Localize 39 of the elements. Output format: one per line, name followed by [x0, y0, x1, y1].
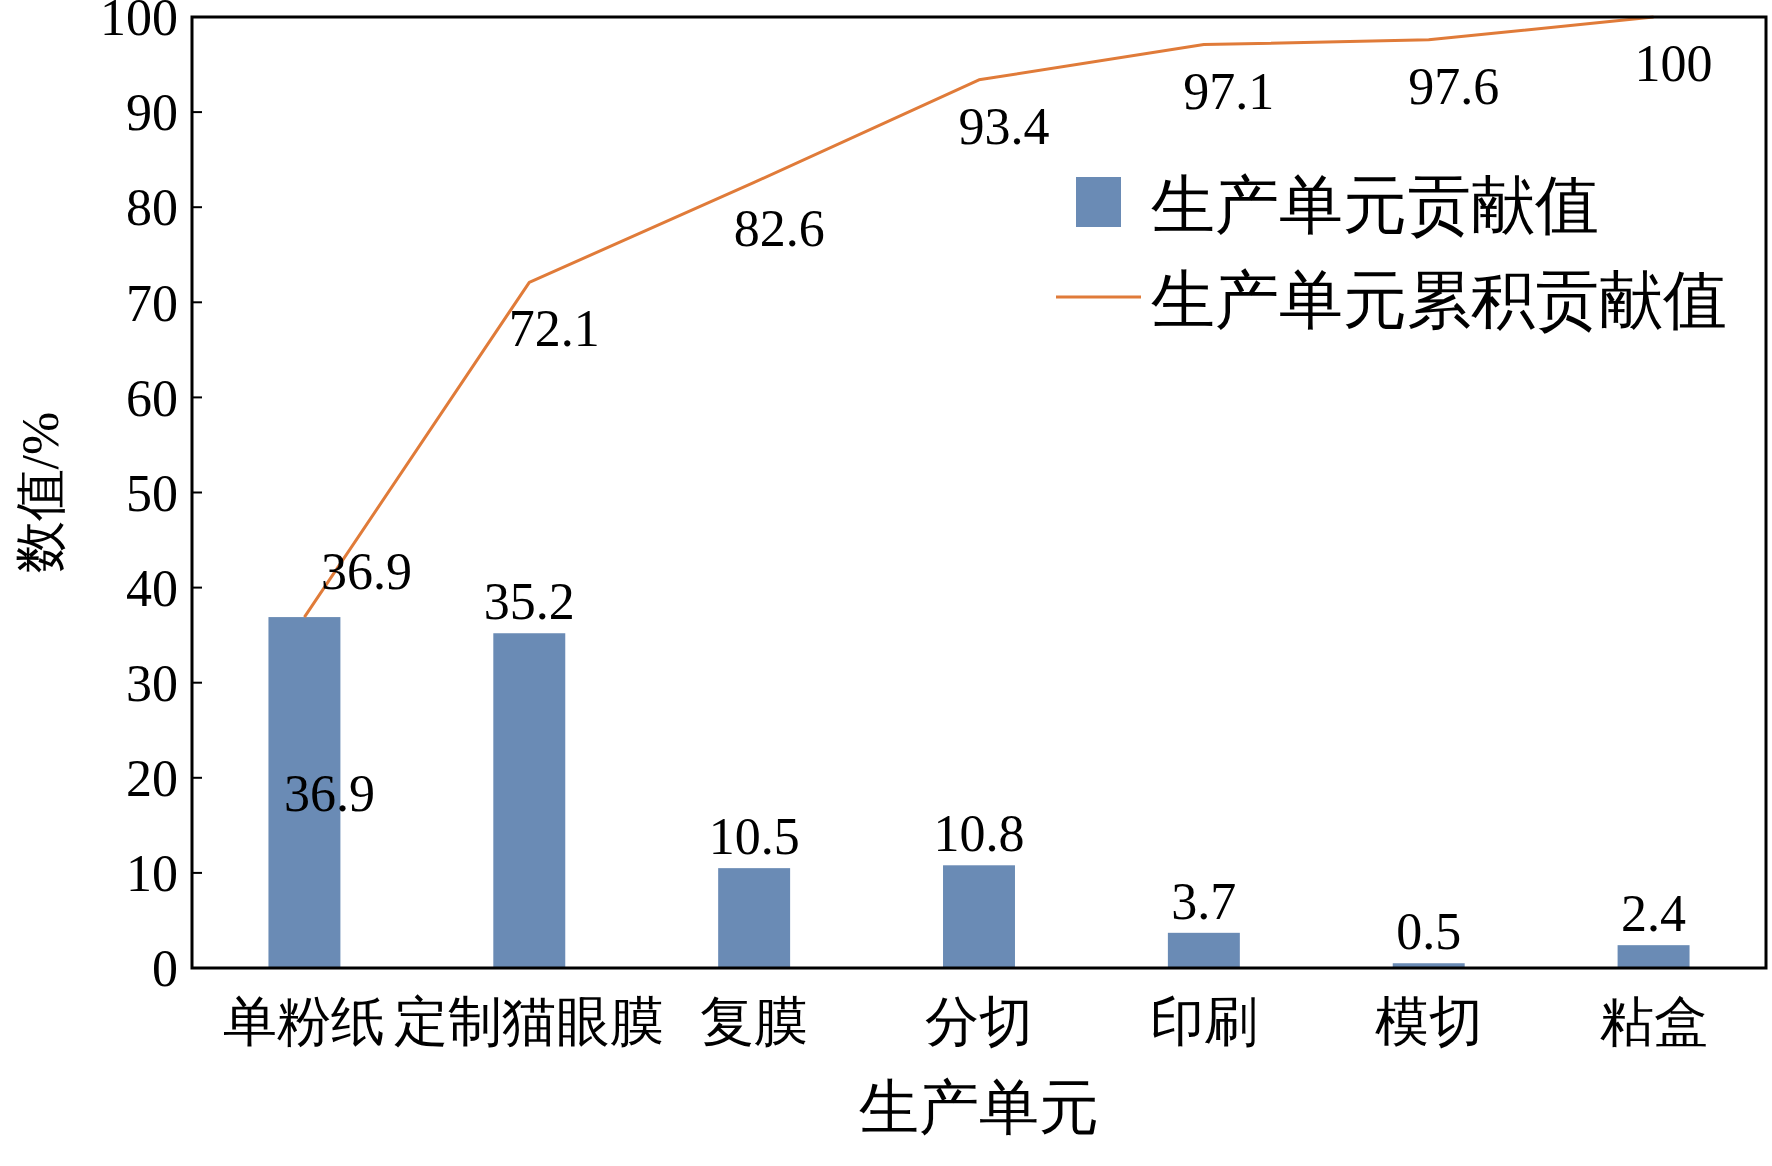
x-axis-title: 生产单元: [859, 1075, 1099, 1141]
y-tick-label: 20: [126, 750, 178, 807]
data-label: 35.2: [483, 573, 575, 631]
bar: [493, 633, 566, 968]
x-tick-label: 复膜: [700, 992, 809, 1052]
x-tick-label: 单粉纸: [223, 992, 386, 1052]
data-label: 100: [1634, 35, 1713, 92]
bar: [1617, 945, 1690, 968]
data-label: 2.4: [1621, 885, 1687, 943]
bar: [1167, 932, 1240, 968]
data-label: 0.5: [1396, 903, 1462, 961]
legend-label: 生产单元贡献值: [1151, 170, 1599, 241]
x-tick-label: 定制猫眼膜: [394, 992, 665, 1052]
y-tick-label: 100: [100, 0, 178, 47]
data-label: 97.6: [1408, 57, 1500, 115]
y-tick-label: 0: [152, 940, 178, 998]
y-tick-label: 60: [126, 369, 178, 427]
x-tick-label: 分切: [925, 992, 1033, 1052]
data-label: 10.8: [933, 805, 1025, 863]
bar: [943, 865, 1015, 968]
y-tick-label: 90: [126, 84, 178, 142]
y-tick-label: 30: [126, 654, 178, 712]
data-label: 97.1: [1183, 62, 1275, 120]
x-tick-label: 粘盒: [1599, 992, 1708, 1052]
y-tick-label: 80: [126, 179, 178, 237]
data-label: 82.6: [733, 200, 825, 258]
data-label: 72.1: [508, 300, 600, 358]
y-tick-label: 70: [126, 274, 178, 332]
y-axis-title: 数值/%: [12, 411, 69, 574]
y-tick-label: 50: [126, 464, 178, 522]
data-label: 3.7: [1171, 872, 1237, 930]
data-label: 10.5: [708, 808, 800, 866]
y-tick-label: 40: [126, 559, 178, 617]
y-tick-label: 10: [126, 845, 178, 903]
data-label: 93.4: [958, 97, 1050, 155]
bar: [718, 868, 791, 968]
x-tick-label: 印刷: [1149, 992, 1258, 1052]
legend-label: 生产单元累积贡献值: [1151, 265, 1727, 336]
x-tick-label: 模切: [1374, 992, 1483, 1052]
